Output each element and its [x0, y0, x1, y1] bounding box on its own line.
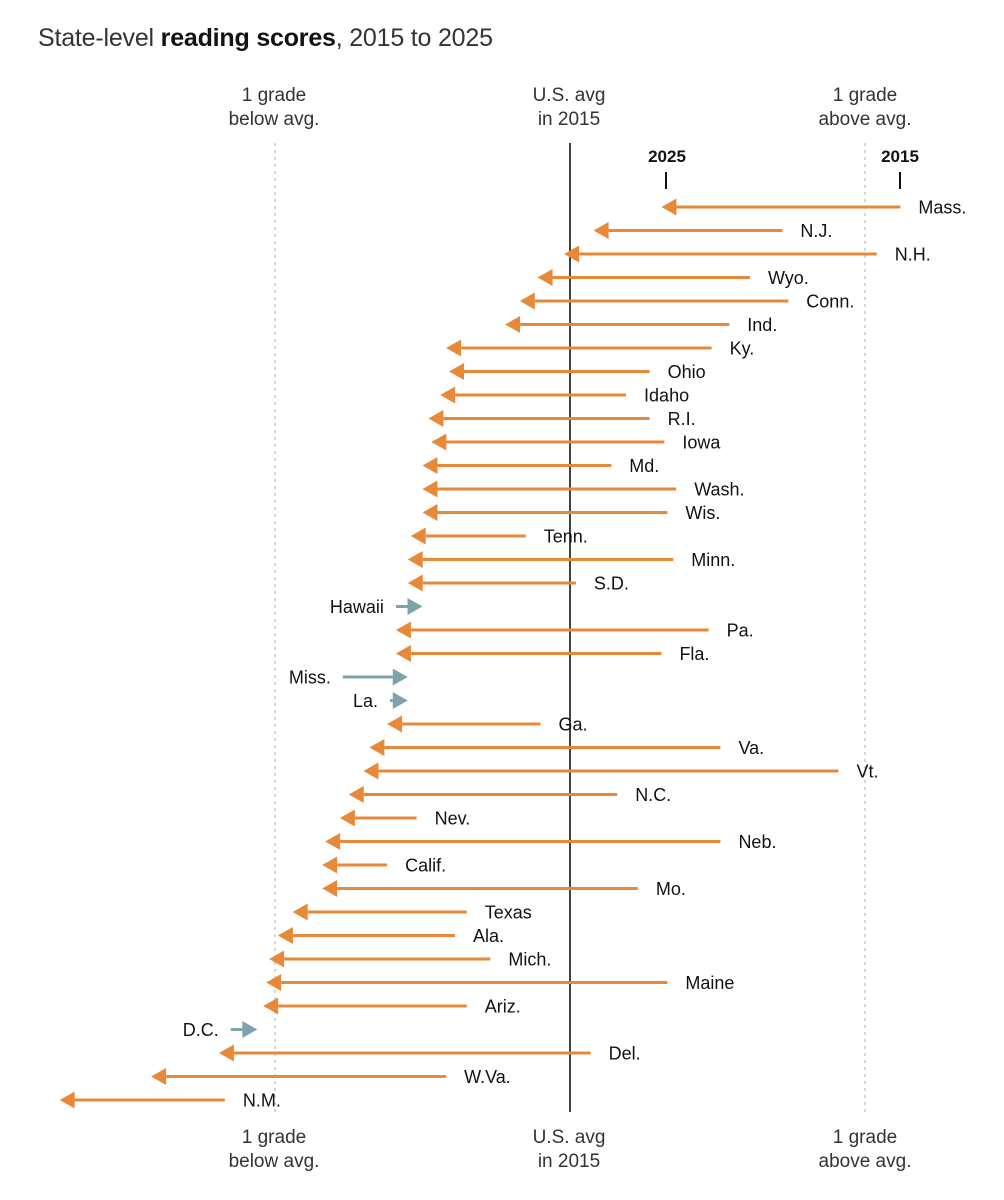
ref-label-top-above: 1 grade above avg.: [818, 85, 912, 130]
state-label-Del.: Del.: [609, 1044, 641, 1064]
state-label-N.C.: N.C.: [635, 785, 671, 805]
arrow-head-Iowa: [431, 433, 447, 451]
ref-label-bottom-above: 1 grade above avg.: [818, 1127, 912, 1172]
arrow-head-Texas: [292, 903, 308, 921]
state-label-Maine: Maine: [685, 973, 734, 993]
state-label-Iowa: Iowa: [682, 433, 721, 453]
arrow-head-W.Va.: [151, 1068, 167, 1085]
state-label-La.: La.: [353, 691, 378, 711]
arrow-head-Ky.: [446, 339, 462, 357]
state-label-N.J.: N.J.: [800, 221, 832, 241]
arrow-head-Wis.: [422, 504, 438, 521]
state-label-N.M.: N.M.: [243, 1091, 281, 1111]
arrow-head-Minn.: [407, 551, 423, 568]
state-label-D.C.: D.C.: [183, 1020, 219, 1040]
ref-label-bottom-below: 1 grade below avg.: [228, 1127, 320, 1172]
state-label-Conn.: Conn.: [806, 292, 854, 312]
arrow-head-Va.: [369, 739, 385, 756]
state-label-W.Va.: W.Va.: [464, 1067, 511, 1087]
arrow-head-Calif.: [322, 856, 338, 874]
state-label-Mass.: Mass.: [918, 198, 966, 218]
arrow-head-Wash.: [422, 480, 438, 498]
state-label-Fla.: Fla.: [679, 644, 709, 664]
state-label-Mo.: Mo.: [656, 879, 686, 899]
state-label-N.H.: N.H.: [895, 245, 931, 265]
state-label-Wis.: Wis.: [685, 503, 720, 523]
arrow-head-Mich.: [269, 950, 285, 968]
arrow-head-Ariz.: [263, 997, 279, 1015]
chart-title: State-level reading scores, 2015 to 2025: [38, 24, 493, 52]
state-label-Hawaii: Hawaii: [330, 597, 384, 617]
arrow-head-Idaho: [440, 386, 456, 404]
arrow-head-Ala.: [277, 927, 293, 944]
arrow-head-Md.: [422, 457, 438, 474]
arrow-head-Conn.: [519, 292, 535, 310]
state-label-Texas: Texas: [485, 903, 532, 923]
ref-label-bottom-avg: U.S. avg in 2015: [532, 1127, 606, 1172]
state-label-Ga.: Ga.: [559, 715, 588, 735]
state-label-Minn.: Minn.: [691, 550, 735, 570]
arrow-head-Hawaii: [407, 598, 423, 615]
state-label-Ala.: Ala.: [473, 926, 504, 946]
arrow-head-Mass.: [661, 198, 677, 216]
arrow-head-Ga.: [387, 715, 403, 733]
arrow-head-R.I.: [428, 410, 444, 427]
arrow-head-N.J.: [593, 222, 609, 239]
state-label-Wash.: Wash.: [694, 480, 744, 500]
state-label-Calif.: Calif.: [405, 856, 446, 876]
arrow-head-N.M.: [59, 1091, 75, 1109]
arrow-head-Mo.: [322, 880, 338, 897]
arrow-head-Del.: [218, 1044, 234, 1062]
state-label-S.D.: S.D.: [594, 574, 629, 594]
state-label-Ind.: Ind.: [747, 315, 777, 335]
state-label-Tenn.: Tenn.: [544, 527, 588, 547]
state-label-Idaho: Idaho: [644, 386, 689, 406]
state-label-R.I.: R.I.: [668, 409, 696, 429]
arrow-head-Ind.: [505, 316, 521, 333]
arrow-head-N.C.: [348, 786, 364, 803]
state-label-Va.: Va.: [738, 738, 764, 758]
state-label-Neb.: Neb.: [738, 832, 776, 852]
ref-label-top-below: 1 grade below avg.: [228, 85, 320, 130]
state-label-Wyo.: Wyo.: [768, 268, 809, 288]
arrow-head-Vt.: [363, 762, 379, 780]
arrow-head-Neb.: [325, 833, 341, 850]
arrow-head-Pa.: [395, 621, 411, 639]
state-label-Pa.: Pa.: [727, 621, 754, 641]
arrow-head-La.: [392, 692, 408, 709]
legend-label-2025: 2025: [648, 147, 686, 166]
state-label-Mich.: Mich.: [508, 950, 551, 970]
arrow-head-Tenn.: [410, 527, 426, 545]
state-label-Miss.: Miss.: [289, 668, 331, 688]
state-label-Ky.: Ky.: [730, 339, 755, 359]
arrow-head-Maine: [266, 974, 282, 991]
arrow-head-D.C.: [242, 1021, 258, 1038]
arrow-head-Fla.: [395, 645, 411, 662]
arrow-head-Miss.: [392, 668, 408, 686]
legend-label-2015: 2015: [881, 147, 919, 166]
arrow-head-Wyo.: [537, 269, 553, 286]
state-label-Vt.: Vt.: [856, 762, 878, 782]
state-label-Ariz.: Ariz.: [485, 997, 521, 1017]
state-label-Nev.: Nev.: [435, 809, 471, 829]
arrow-head-S.D.: [407, 574, 423, 592]
arrow-head-Ohio: [449, 363, 465, 380]
arrow-head-Nev.: [339, 809, 355, 827]
ref-label-top-avg: U.S. avg in 2015: [532, 85, 606, 130]
state-label-Ohio: Ohio: [668, 362, 706, 382]
arrow-head-N.H.: [564, 245, 580, 263]
state-label-Md.: Md.: [629, 456, 659, 476]
